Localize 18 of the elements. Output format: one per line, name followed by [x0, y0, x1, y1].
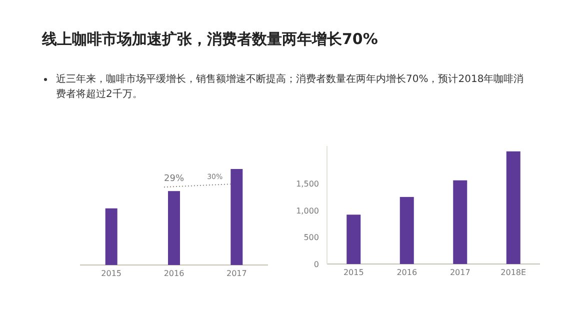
x-tick-label: 2015: [343, 268, 364, 277]
x-tick-label: 2016: [396, 268, 418, 277]
x-tick-label: 2016: [164, 269, 184, 278]
x-tick-label: 2018E: [500, 268, 526, 277]
annotation: 29%: [164, 174, 184, 184]
text: 近三年来，咖啡市场平缓增长，销售额增速不断提高；消费者数量在两年内增长70%，预计2018年咖啡消费者将超过2千万。: [56, 72, 525, 102]
bar: [400, 196, 414, 264]
y-tick-label: 0: [314, 260, 319, 269]
x-tick-label: 2017: [450, 268, 470, 277]
y-tick-label: 1,500: [296, 180, 319, 189]
y-tick-label: 1,000: [296, 206, 319, 216]
y-tick-label: 500: [304, 233, 319, 242]
x-tick-label: 2017: [226, 269, 247, 278]
chart-title: 线上咖啡市场加速扩张，消费者数量两年增长70%: [42, 30, 378, 49]
bar: [453, 180, 468, 264]
bar: [506, 151, 520, 264]
x-tick-label: 2015: [101, 269, 122, 278]
bar: [346, 214, 361, 264]
